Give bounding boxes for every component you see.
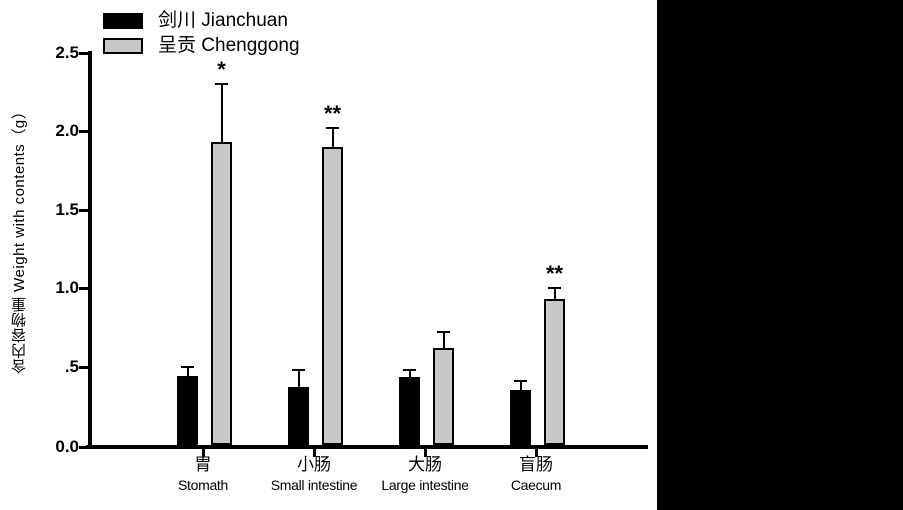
x-category-label-en: Large intestine [381, 477, 469, 493]
legend-swatch-chenggong [103, 37, 143, 54]
error-bar-cap [403, 368, 416, 371]
error-bar-cap [326, 126, 339, 129]
bar-chenggong-caecum [544, 298, 565, 445]
x-axis-line [86, 445, 648, 449]
bar-jianchuan-large-intestine [399, 377, 420, 445]
y-tick [79, 287, 88, 290]
significance-marker: ** [323, 100, 342, 126]
x-category-label-en: Stomath [177, 477, 229, 493]
error-bar-cap [292, 368, 305, 371]
x-category-label-zh: 大肠 [408, 455, 442, 474]
error-bar [331, 127, 334, 147]
legend-item-chenggong: 呈贡 Chenggong [103, 33, 300, 58]
right-black-panel [657, 0, 903, 510]
error-bar [297, 369, 300, 387]
x-tick [202, 449, 205, 457]
x-tick [535, 449, 538, 457]
y-tick-label: .5 [64, 356, 79, 376]
legend-label-chenggong: 呈贡 Chenggong [158, 35, 300, 56]
y-tick-label: 1.5 [55, 199, 79, 219]
x-category-label-en: Small intestine [270, 477, 358, 493]
error-bar-cap [548, 287, 561, 289]
x-tick [313, 449, 316, 457]
y-tick [79, 130, 88, 133]
legend: 剑川 Jianchuan 呈贡 Chenggong [103, 8, 300, 58]
error-bar [408, 369, 411, 378]
error-bar [553, 288, 556, 299]
y-tick-label: 0.0 [55, 437, 79, 456]
y-tick-label: 2.0 [55, 121, 79, 140]
x-category-label-zh: 胃 [194, 455, 212, 474]
error-bar [220, 83, 223, 142]
bar-chenggong-small-intestine [322, 146, 343, 445]
y-axis-line [88, 50, 92, 449]
y-tick [79, 208, 88, 212]
y-axis-title: 含内容物重 Weight with contents（g） [11, 103, 28, 375]
y-tick-label: 2.5 [55, 42, 79, 62]
legend-item-jianchuan: 剑川 Jianchuan [103, 8, 300, 33]
bar-jianchuan-stomath [177, 375, 198, 445]
bar-jianchuan-small-intestine [288, 386, 309, 445]
y-tick [79, 51, 88, 55]
significance-marker: ** [545, 261, 564, 286]
x-category-label-zh: 盲肠 [519, 455, 553, 474]
x-tick [424, 449, 427, 457]
bar-jianchuan-caecum [510, 390, 531, 445]
bar-chenggong-large-intestine [433, 347, 454, 445]
error-bar [519, 380, 522, 391]
error-bar-cap [215, 82, 228, 85]
error-bar-cap [181, 365, 194, 368]
error-bar-cap [437, 330, 450, 333]
y-tick [79, 446, 88, 449]
error-bar-cap [514, 379, 527, 382]
x-category-label-en: Caecum [510, 477, 562, 493]
bar-chenggong-stomath [211, 141, 232, 445]
x-category-label-zh: 小肠 [297, 455, 331, 474]
legend-swatch-jianchuan [103, 12, 143, 29]
legend-label-jianchuan: 剑川 Jianchuan [158, 10, 288, 31]
y-tick-label: 1.0 [55, 278, 79, 297]
error-bar [186, 366, 189, 376]
y-tick [79, 365, 88, 369]
error-bar [442, 331, 445, 348]
plot-area: 0.0 .5 1.0 1.5 2.0 2.5 * 胃 Stomath ** 小肠 Small inte… [55, 42, 648, 493]
significance-marker: * [217, 56, 226, 82]
